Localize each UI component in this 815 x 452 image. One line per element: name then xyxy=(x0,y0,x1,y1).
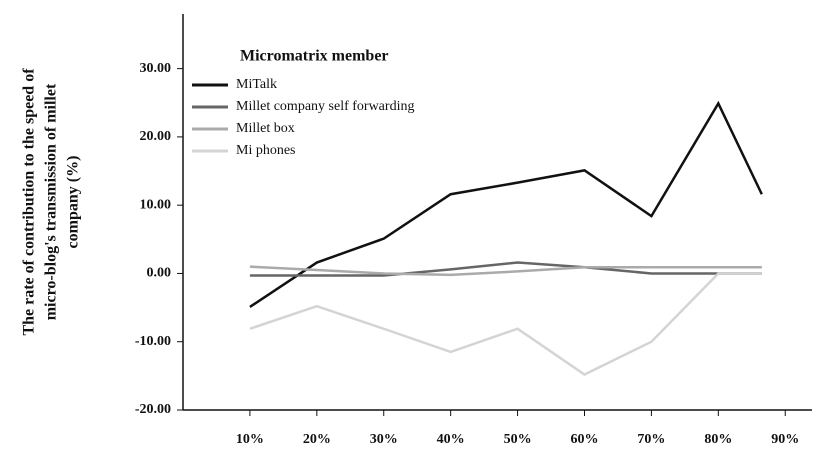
y-tick-label: -20.00 xyxy=(135,402,171,417)
y-tick-label: 30.00 xyxy=(140,61,172,76)
y-tick-label: 0.00 xyxy=(147,266,172,281)
y-axis-label: company (%) xyxy=(65,156,82,249)
y-axis-label: micro-blog's transmission of millet xyxy=(43,83,60,320)
y-tick-label: 10.00 xyxy=(140,197,172,212)
x-tick-label: 30% xyxy=(370,432,398,447)
y-tick-label: 20.00 xyxy=(140,129,172,144)
x-tick-label: 90% xyxy=(771,432,799,447)
series-line xyxy=(249,272,762,376)
x-tick-label: 50% xyxy=(504,432,532,447)
legend-label: MiTalk xyxy=(236,77,277,92)
x-tick-label: 10% xyxy=(236,432,264,447)
x-tick-label: 60% xyxy=(570,432,598,447)
series-line xyxy=(249,100,763,308)
series-line xyxy=(249,265,762,277)
legend-title: Micromatrix member xyxy=(240,48,389,65)
legend-label: Mi phones xyxy=(236,143,296,158)
x-tick-label: 40% xyxy=(437,432,465,447)
x-tick-label: 20% xyxy=(303,432,331,447)
x-tick-label: 80% xyxy=(704,432,732,447)
legend-label: Millet company self forwarding xyxy=(236,99,414,114)
legend-label: Millet box xyxy=(236,121,295,136)
series-line xyxy=(249,261,762,277)
y-tick-label: -10.00 xyxy=(135,334,171,349)
x-tick-label: 70% xyxy=(637,432,665,447)
y-axis-label: The rate of contribution to the speed of xyxy=(21,68,38,336)
